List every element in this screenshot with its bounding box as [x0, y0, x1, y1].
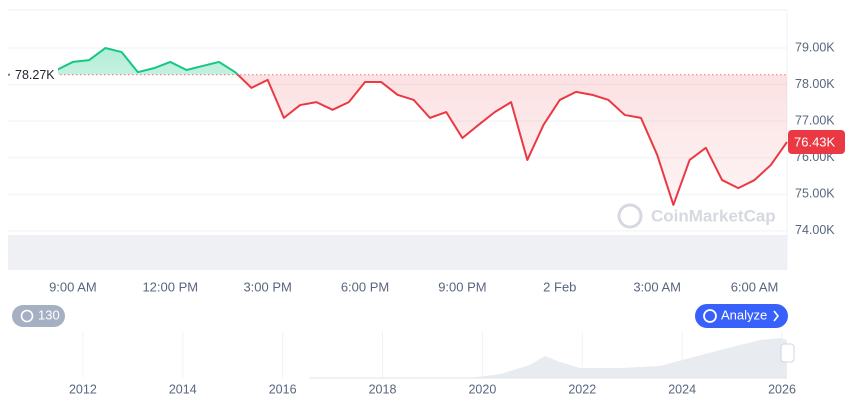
last-price-tag [788, 130, 845, 155]
y-tick-label: 79.00K [795, 40, 835, 54]
x-tick-label: 6:00 PM [341, 279, 389, 294]
watermark: CoinMarketCap [617, 203, 776, 229]
y-tick-label: 77.00K [795, 113, 835, 127]
x-tick-label: 9:00 AM [49, 279, 97, 294]
overview-handle[interactable] [780, 343, 795, 363]
overview-tick-label: 2016 [269, 382, 297, 396]
analyze-button[interactable] [695, 304, 788, 328]
volume-band [8, 235, 787, 270]
baseline-label-bg [10, 65, 58, 84]
overview-tick-label: 2020 [468, 382, 496, 396]
last-price-label: 76.43K [794, 134, 836, 149]
x-tick-label: 3:00 PM [243, 279, 291, 294]
clock-icon [20, 309, 34, 323]
y-tick-label: 74.00K [795, 223, 835, 237]
y-tick-label: 78.00K [795, 77, 835, 91]
overview-tick-label: 2026 [768, 382, 796, 396]
overview-tick-label: 2024 [668, 382, 696, 396]
overview-tick-label: 2012 [69, 382, 97, 396]
overview-area [8, 338, 787, 378]
chevron [773, 310, 780, 322]
x-tick-label: 3:00 AM [633, 279, 681, 294]
overview-tick-label: 2022 [568, 382, 596, 396]
overview-tick-label: 2018 [369, 382, 397, 396]
x-tick-label: 6:00 AM [731, 279, 779, 294]
baseline-label: 78.27K [15, 68, 55, 82]
x-tick-label: 9:00 PM [438, 279, 486, 294]
watermark-text: CoinMarketCap [651, 206, 776, 225]
y-tick-label: 75.00K [795, 187, 835, 201]
analyze-icon [703, 309, 717, 323]
price-line [7, 47, 788, 206]
area [8, 48, 787, 205]
analyze-label: Analyze [721, 307, 767, 322]
x-tick-label: 2 Feb [543, 279, 576, 294]
overview-tick-label: 2014 [169, 382, 197, 396]
history-count: 130 [38, 307, 60, 322]
x-tick-label: 12:00 PM [142, 279, 198, 294]
